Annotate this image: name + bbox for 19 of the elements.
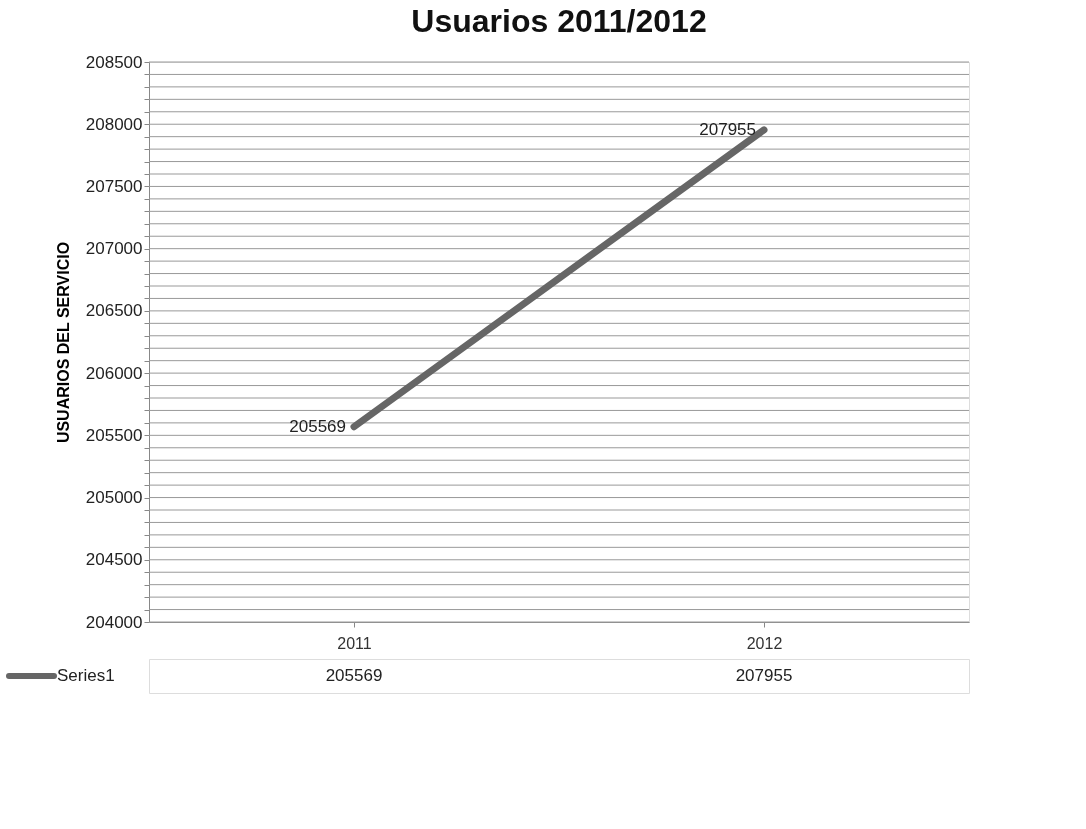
y-tick-label: 208000 (85, 114, 143, 134)
data-label: 205569 (325, 666, 383, 685)
data-label: 207955 (735, 666, 793, 685)
y-tick-label: 205500 (85, 425, 143, 445)
y-tick-label: 207500 (85, 176, 143, 196)
y-tick-label: 204500 (85, 550, 143, 570)
y-tick-label: 207000 (85, 239, 143, 259)
y-tick-label: 204000 (85, 612, 143, 632)
chart-title: Usuarios 2011/2012 (411, 3, 707, 39)
y-axis-title: USUARIOS DEL SERVICIO (54, 241, 72, 444)
x-tick-label: 2011 (337, 634, 372, 652)
x-tick-label: 2012 (746, 634, 783, 652)
text: 207955 (699, 119, 756, 139)
y-tick-label: 208500 (85, 52, 143, 72)
text: 205569 (289, 416, 346, 436)
y-tick-label: 206500 (85, 301, 143, 321)
y-tick-label: 205000 (85, 488, 143, 508)
y-tick-label: 206000 (85, 363, 143, 383)
legend-label: Series1 (57, 666, 115, 685)
